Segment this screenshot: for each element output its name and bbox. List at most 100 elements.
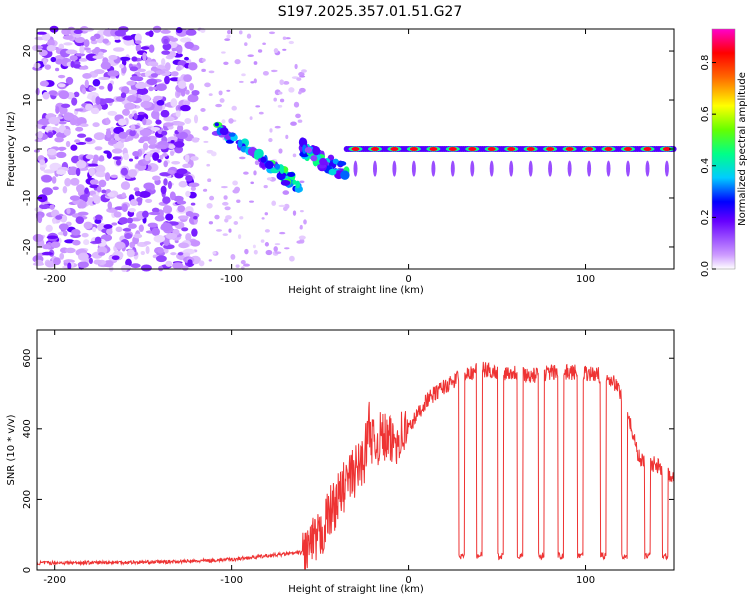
spectrogram-cell: [74, 139, 81, 143]
spectrogram-cell: [71, 97, 78, 106]
spectrogram-cell: [151, 227, 161, 236]
spectrogram-cell: [273, 97, 277, 102]
spectrogram-cell: [176, 168, 188, 175]
spectrogram-cell: [65, 247, 76, 254]
spectrogram-cell: [65, 140, 71, 148]
spectrogram-cell: [85, 103, 93, 111]
spectrogram-cell: [299, 209, 304, 213]
spectrogram-cell: [208, 221, 214, 225]
spectrogram-cell: [135, 43, 142, 53]
spectrogram-cell: [93, 69, 105, 75]
snr-series-line: [37, 361, 674, 570]
spectrogram-cell: [58, 121, 67, 125]
spectrogram-cell: [288, 87, 295, 93]
spectrogram-cell: [282, 36, 287, 40]
spectrogram-cell: [643, 147, 652, 151]
spectrogram-cell: [332, 158, 339, 165]
spectrogram-cell: [147, 222, 158, 228]
spectrogram-cell: [178, 180, 188, 188]
colorbar-tick-label: 0.4: [700, 158, 711, 174]
spectrogram-cell: [41, 32, 51, 41]
spectrogram-cell: [218, 90, 223, 96]
spectrogram-cell: [264, 160, 274, 170]
snr-y-tick-label: 600: [22, 349, 33, 368]
spectrogram-cell: [151, 207, 160, 213]
spectrogram-cell: [226, 89, 231, 92]
spectrogram-cell: [118, 217, 129, 225]
spectrogram-cell: [94, 46, 101, 54]
spectrogram-cell: [112, 156, 122, 160]
spectrogram-cell: [279, 167, 285, 174]
spectrogram-cell: [507, 147, 516, 151]
spectrogram-cell: [75, 53, 86, 57]
spectrogram-cell: [263, 184, 268, 189]
spectrogram-cell: [127, 135, 134, 141]
spectrogram-cell: [268, 138, 273, 143]
spectrogram-cell: [145, 245, 150, 255]
spectrogram-cell: [44, 64, 52, 70]
spectrogram-cell: [74, 108, 84, 112]
spectrogram-cell: [136, 197, 143, 203]
spectrogram-cell: [310, 155, 318, 162]
spectrogram-cell: [304, 147, 313, 153]
spectrogram-cell: [155, 119, 162, 125]
spectrogram-cell: [62, 230, 68, 237]
spectrogram-cell: [52, 186, 59, 191]
spectrogram-cell: [92, 122, 100, 128]
spectrogram-cell: [312, 146, 321, 156]
spectrogram-cell: [87, 163, 99, 167]
spectrogram-cell: [250, 81, 255, 84]
spectrogram-cell: [285, 37, 291, 40]
spectrogram-cell: [160, 29, 171, 34]
spectrogram-cell: [62, 185, 68, 194]
spectrogram-cell: [167, 170, 176, 174]
spectrogram-cell: [102, 98, 115, 104]
spectrogram-cell: [170, 252, 177, 256]
spectrogram-cell: [206, 202, 213, 209]
spectrogram-cell: [290, 121, 297, 126]
spectrogram-cell: [185, 190, 191, 198]
spectrogram-cell: [88, 167, 96, 177]
spectrogram-x-label: Height of straight line (km): [288, 285, 424, 296]
spectrogram-cell: [35, 87, 40, 96]
spectrogram-cell: [470, 160, 475, 177]
spectrogram-cell: [121, 192, 127, 198]
spectrogram-cell: [57, 83, 66, 88]
spectrogram-cell: [127, 94, 137, 103]
spectrogram-cell: [170, 150, 175, 157]
spectrogram-cell: [71, 229, 81, 236]
spectrogram-cell: [93, 259, 102, 265]
spectrogram-cell: [118, 131, 128, 139]
spectrogram-cell: [69, 195, 80, 201]
spectrogram-cell: [84, 79, 89, 89]
spectrogram-cell: [83, 221, 93, 230]
spectrogram-cell: [176, 46, 183, 55]
spectrogram-cell: [250, 181, 254, 185]
spectrogram-cell: [162, 43, 172, 51]
spectrogram-cell: [48, 116, 60, 125]
spectrogram-cell: [128, 158, 134, 162]
spectrogram-cell: [157, 158, 162, 163]
spectrogram-cell: [227, 30, 231, 35]
spectrogram-cell: [187, 259, 193, 266]
spectrogram-cell: [624, 147, 632, 151]
spectrogram-cell: [95, 96, 101, 105]
spectrogram-cell: [264, 229, 270, 233]
spectrogram-cell: [119, 63, 124, 69]
spectrogram-cell: [57, 74, 66, 79]
spectrogram-cell: [90, 39, 98, 45]
spectrogram-cell: [184, 154, 190, 163]
spectrogram-cell: [258, 111, 264, 115]
spectrogram-cell: [184, 117, 192, 125]
spectrogram-cell: [253, 78, 257, 84]
spectrogram-cell: [277, 104, 283, 108]
spectrogram-cell: [299, 180, 305, 184]
spectrogram-cell: [77, 211, 89, 216]
spectrogram-cell: [38, 203, 50, 210]
spectrogram-cell: [80, 123, 89, 128]
spectrogram-cell: [70, 60, 75, 68]
spectrogram-cell: [64, 239, 75, 244]
spectrogram-cell: [143, 182, 155, 190]
spectrogram-cell: [277, 91, 283, 95]
